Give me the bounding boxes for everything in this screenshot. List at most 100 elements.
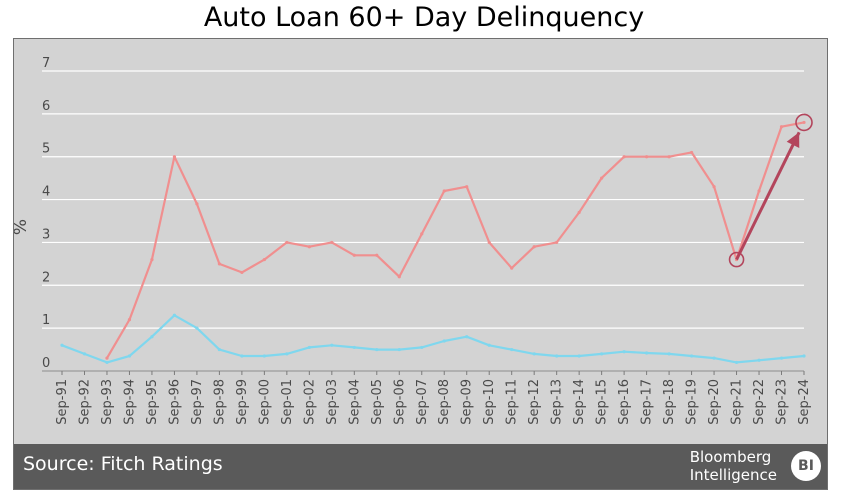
bi-logo-icon: BI (791, 451, 821, 481)
data-point (802, 120, 806, 125)
x-tick-label: Sep-18 (662, 379, 677, 425)
x-tick-label: Sep-98 (212, 379, 227, 425)
data-point (150, 257, 154, 262)
x-tick-label: Sep-04 (347, 379, 362, 425)
data-point (487, 240, 491, 245)
source-note: Source: Fitch Ratings (23, 453, 223, 475)
data-point (307, 245, 311, 249)
chart-title: Auto Loan 60+ Day Delinquency (203, 2, 645, 33)
x-tick-label: Sep-06 (392, 379, 407, 425)
y-tick-label: 3 (42, 227, 50, 242)
data-point (577, 210, 581, 215)
data-point (442, 189, 446, 193)
x-tick-label: Sep-08 (437, 379, 452, 425)
x-tick-label: Sep-13 (550, 379, 565, 425)
x-tick-label: Sep-07 (415, 379, 430, 425)
data-point (397, 275, 401, 279)
annotation-end-circle (795, 113, 813, 132)
x-tick-label: Sep-01 (280, 379, 295, 425)
series-group (60, 120, 806, 365)
data-point (285, 352, 289, 356)
data-point (217, 347, 221, 352)
data-point (689, 354, 694, 358)
data-point (375, 347, 379, 352)
y-tick-label: 5 (42, 142, 50, 157)
x-tick-label: Sep-23 (775, 379, 790, 425)
brand-line-2: Intelligence (689, 466, 777, 484)
data-point (667, 155, 671, 159)
data-point (375, 253, 379, 257)
data-point (420, 232, 424, 236)
data-point (510, 266, 514, 270)
annotation-arrow-line (735, 131, 801, 261)
x-tick-label: Sep-20 (707, 379, 722, 425)
data-point (172, 313, 177, 317)
data-point (105, 360, 109, 365)
data-point (779, 125, 784, 129)
data-point (532, 352, 536, 356)
data-point (712, 185, 716, 189)
data-point (487, 343, 491, 347)
data-point (532, 245, 536, 249)
x-tick-label: Sep-99 (235, 379, 250, 425)
data-point (127, 317, 132, 322)
data-point (397, 347, 401, 352)
data-point (217, 262, 221, 266)
data-point (150, 335, 154, 339)
data-point (240, 354, 244, 358)
y-tick-label: 0 (42, 356, 50, 371)
x-tick-label: Sep-00 (257, 379, 272, 425)
data-point (195, 202, 199, 206)
annotation (728, 113, 813, 268)
data-point (622, 350, 626, 354)
data-point (127, 354, 132, 358)
brand-line-1: Bloomberg (689, 448, 772, 466)
data-point (262, 354, 266, 358)
x-tick-label: Sep-19 (685, 379, 700, 425)
x-tick-label: Sep-12 (527, 379, 542, 425)
data-point (734, 360, 739, 365)
data-point (757, 358, 761, 362)
series-line-1 (61, 314, 805, 364)
x-tick-label: Sep-15 (595, 379, 610, 425)
data-point (195, 326, 199, 330)
x-tick-label: Sep-03 (325, 379, 340, 425)
data-point (779, 356, 784, 360)
x-tick-label: Sep-92 (77, 379, 92, 425)
data-point (712, 356, 716, 360)
x-tick-label: Sep-14 (572, 379, 587, 425)
data-point (555, 240, 559, 245)
x-tick-label: Sep-10 (482, 379, 497, 425)
data-point (240, 270, 244, 275)
series-line-2 (106, 121, 805, 359)
x-tick-label: Sep-24 (797, 379, 812, 425)
data-point (510, 347, 514, 352)
data-point (82, 352, 87, 356)
y-tick-label: 6 (42, 99, 50, 114)
data-point (60, 343, 64, 347)
y-tick-label: 7 (42, 56, 50, 71)
y-axis: 0 1 2 3 4 5 6 7 (42, 56, 50, 371)
x-tick-label: Sep-95 (145, 379, 160, 425)
x-tick-label: Sep-93 (100, 379, 115, 425)
data-point (802, 354, 806, 358)
data-point (645, 155, 649, 159)
x-tick-label: Sep-16 (617, 379, 632, 425)
data-point (757, 189, 761, 193)
x-tick-label: Sep-97 (190, 379, 205, 425)
x-tick-label: Sep-94 (122, 379, 137, 425)
data-point (667, 352, 671, 356)
data-point (622, 155, 626, 159)
x-tick-label: Sep-09 (460, 379, 475, 425)
data-point (172, 155, 177, 159)
data-point (555, 354, 559, 358)
data-point (420, 345, 424, 350)
data-point (352, 253, 356, 257)
x-tick-label: Sep-21 (730, 379, 745, 425)
data-point (600, 176, 604, 180)
data-point (285, 240, 289, 245)
x-tick-label: Sep-11 (505, 379, 520, 425)
annotation-start-circle (728, 251, 745, 268)
gridlines (42, 70, 804, 372)
